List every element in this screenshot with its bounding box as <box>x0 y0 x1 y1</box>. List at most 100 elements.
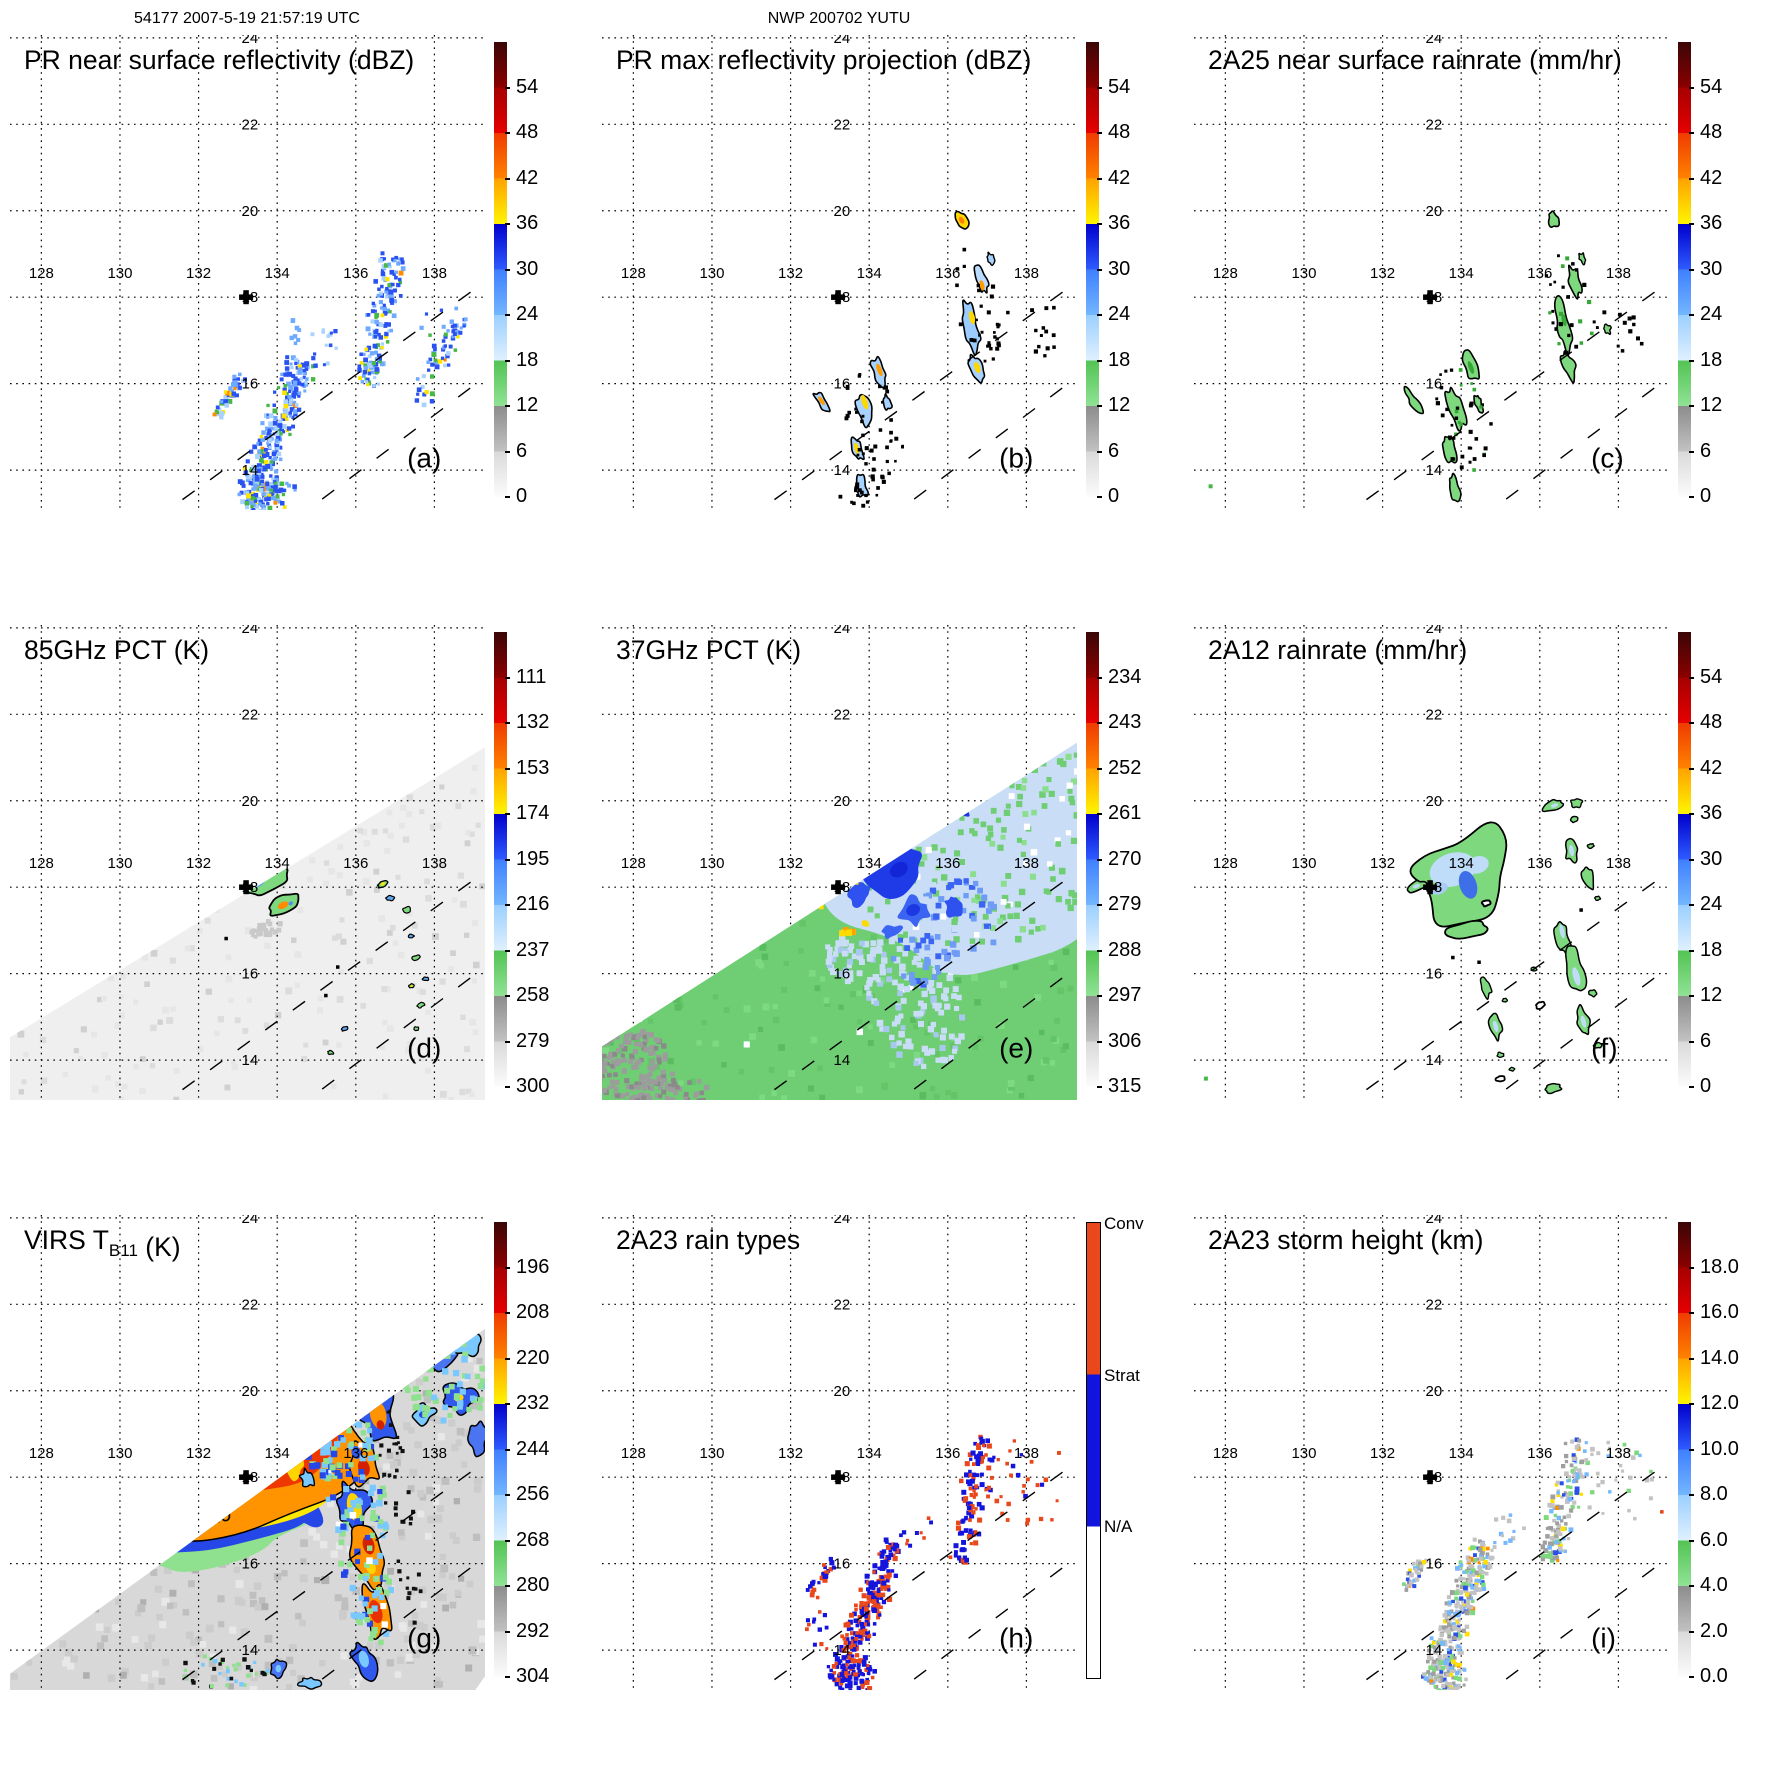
colorbar-tick <box>1689 359 1694 362</box>
colorbar-tick <box>505 995 510 997</box>
colorbar-tick-label: 0 <box>1700 485 1712 507</box>
lon-tick-label: 128 <box>29 855 54 872</box>
colorbar-category-label: Conv <box>1104 1214 1144 1233</box>
lon-tick-label: 136 <box>935 265 960 282</box>
colorbar-tick-label: 18 <box>1108 348 1131 371</box>
lon-tick-label: 138 <box>1014 855 1039 872</box>
panel-letter-label: (g) <box>407 1622 441 1653</box>
colorbar-tick <box>1097 405 1102 407</box>
storm-center-cross-icon <box>831 880 846 895</box>
panel-letter-label: (e) <box>999 1032 1033 1063</box>
lon-tick-label: 128 <box>29 1445 54 1462</box>
lon-tick-label: 136 <box>935 855 960 872</box>
colorbar-tick-label: 30 <box>1700 257 1723 280</box>
lat-tick-label: 14 <box>242 1642 259 1659</box>
colorbar-tick <box>1097 496 1102 498</box>
lon-tick-label: 128 <box>621 1445 646 1462</box>
colorbar-tick <box>505 314 510 316</box>
storm-center-cross-icon <box>831 1470 846 1485</box>
colorbar-tick <box>1097 995 1102 997</box>
panel-f: 128 130 132 134 136 138 24 22 20 18 16 14 2A12 rainr… <box>1194 620 1771 1130</box>
colorbar-tick <box>1097 676 1102 679</box>
panel-title: 85GHz PCT (K) <box>24 635 209 665</box>
colorbar-tick <box>505 813 510 815</box>
colorbar-tick <box>1097 268 1102 271</box>
panel-letter-label: (c) <box>1591 442 1624 473</box>
lat-tick-label: 24 <box>1426 1215 1443 1227</box>
panel-title: 2A12 rainrate (mm/hr) <box>1208 635 1467 665</box>
colorbar-tick-label: 288 <box>1108 938 1142 961</box>
colorbar-tick <box>505 1494 510 1496</box>
colorbar-tick <box>1097 949 1102 952</box>
colorbar-tick <box>1689 223 1694 225</box>
colorbar-tick-label: 36 <box>1108 212 1131 234</box>
lon-tick-label: 132 <box>1370 265 1395 282</box>
colorbar-tick-label: 258 <box>516 984 550 1006</box>
colorbar-tick <box>505 767 510 770</box>
lon-tick-label: 128 <box>1213 1445 1238 1462</box>
colorbar-tick <box>1097 858 1102 861</box>
colorbar-tick-label: 36 <box>516 212 539 234</box>
colorbar-tick-label: 48 <box>516 121 539 143</box>
colorbar-tick-label: 36 <box>1700 802 1723 824</box>
lon-tick-label: 132 <box>1370 1445 1395 1462</box>
colorbar-tick-label: 24 <box>516 303 539 325</box>
colorbar-tick-label: 12.0 <box>1700 1392 1739 1414</box>
lon-tick-label: 130 <box>699 1445 724 1462</box>
panel-letter-label: (i) <box>1591 1622 1616 1653</box>
lat-tick-label: 14 <box>834 462 851 479</box>
storm-center-cross-icon <box>239 1470 254 1485</box>
colorbar-tick-label: 304 <box>516 1665 550 1687</box>
lon-tick-label: 134 <box>1449 265 1474 282</box>
lon-tick-label: 130 <box>1291 1445 1316 1462</box>
colorbar-tick-label: 153 <box>516 756 550 779</box>
colorbar-tick <box>505 223 510 225</box>
lat-tick-label: 14 <box>1426 462 1443 479</box>
lat-tick-label: 22 <box>242 1296 259 1313</box>
lon-tick-label: 134 <box>857 855 882 872</box>
lat-tick-label: 22 <box>834 116 851 133</box>
lat-tick-label: 14 <box>1426 1052 1443 1069</box>
colorbar-tick <box>1689 813 1694 815</box>
colorbar-tick <box>505 1539 510 1542</box>
lon-tick-label: 134 <box>857 1445 882 1462</box>
lat-tick-label: 22 <box>834 1296 851 1313</box>
lon-tick-label: 130 <box>699 855 724 872</box>
panel-title: VIRS TB11 (K) <box>24 1225 181 1262</box>
colorbar-tick-label: 0 <box>516 485 528 507</box>
colorbar-tick-label: 12 <box>516 394 539 416</box>
colorbar-tick-label: 54 <box>1108 75 1131 98</box>
panel-h: 1281301321341361382422201816142A23 rain … <box>602 1210 1194 1720</box>
map-g: 210128130132134136138242220181614VIRS TB… <box>0 1210 509 1714</box>
colorbar-tick <box>505 904 510 906</box>
lon-tick-label: 136 <box>343 265 368 282</box>
map-e: 12813013213413613824222018161437GHz PCT … <box>578 620 1101 1124</box>
lon-tick-label: 132 <box>778 265 803 282</box>
lat-tick-label: 16 <box>1426 1556 1443 1573</box>
colorbar-tick <box>1689 1676 1694 1678</box>
colorbar-tick <box>1097 722 1102 724</box>
lat-tick-label: 22 <box>242 706 259 723</box>
colorbar-tick <box>1097 1040 1102 1043</box>
storm-center-cross-icon <box>1423 1470 1438 1485</box>
colorbar-tick-label: 195 <box>516 847 550 870</box>
colorbar-category-label: Strat <box>1104 1365 1140 1385</box>
panel-title: PR max reflectivity projection (dBZ) <box>616 45 1031 75</box>
colorbar-tick-label: 18 <box>516 348 539 371</box>
map-h: 1281301321341361382422201816142A23 rain … <box>602 1210 1087 1701</box>
subscript: B11 <box>109 1241 138 1260</box>
colorbar <box>1678 632 1691 1087</box>
lon-tick-label: 138 <box>1606 265 1631 282</box>
lon-tick-label: 128 <box>621 855 646 872</box>
colorbar-tick <box>1689 1040 1694 1043</box>
colorbar-tick-label: 12 <box>1108 394 1131 416</box>
colorbar <box>1086 42 1099 497</box>
lat-tick-label: 22 <box>242 116 259 133</box>
colorbar-tick-label: 18 <box>1700 938 1723 961</box>
colorbar-tick-label: 24 <box>1108 303 1131 325</box>
figure-header-left: 54177 2007-5-19 21:57:19 UTC <box>134 10 360 27</box>
lon-tick-label: 130 <box>107 265 132 282</box>
colorbar-tick <box>1097 767 1102 770</box>
lat-tick-label: 20 <box>1426 1383 1443 1400</box>
colorbar-tick-label: 244 <box>516 1437 550 1460</box>
